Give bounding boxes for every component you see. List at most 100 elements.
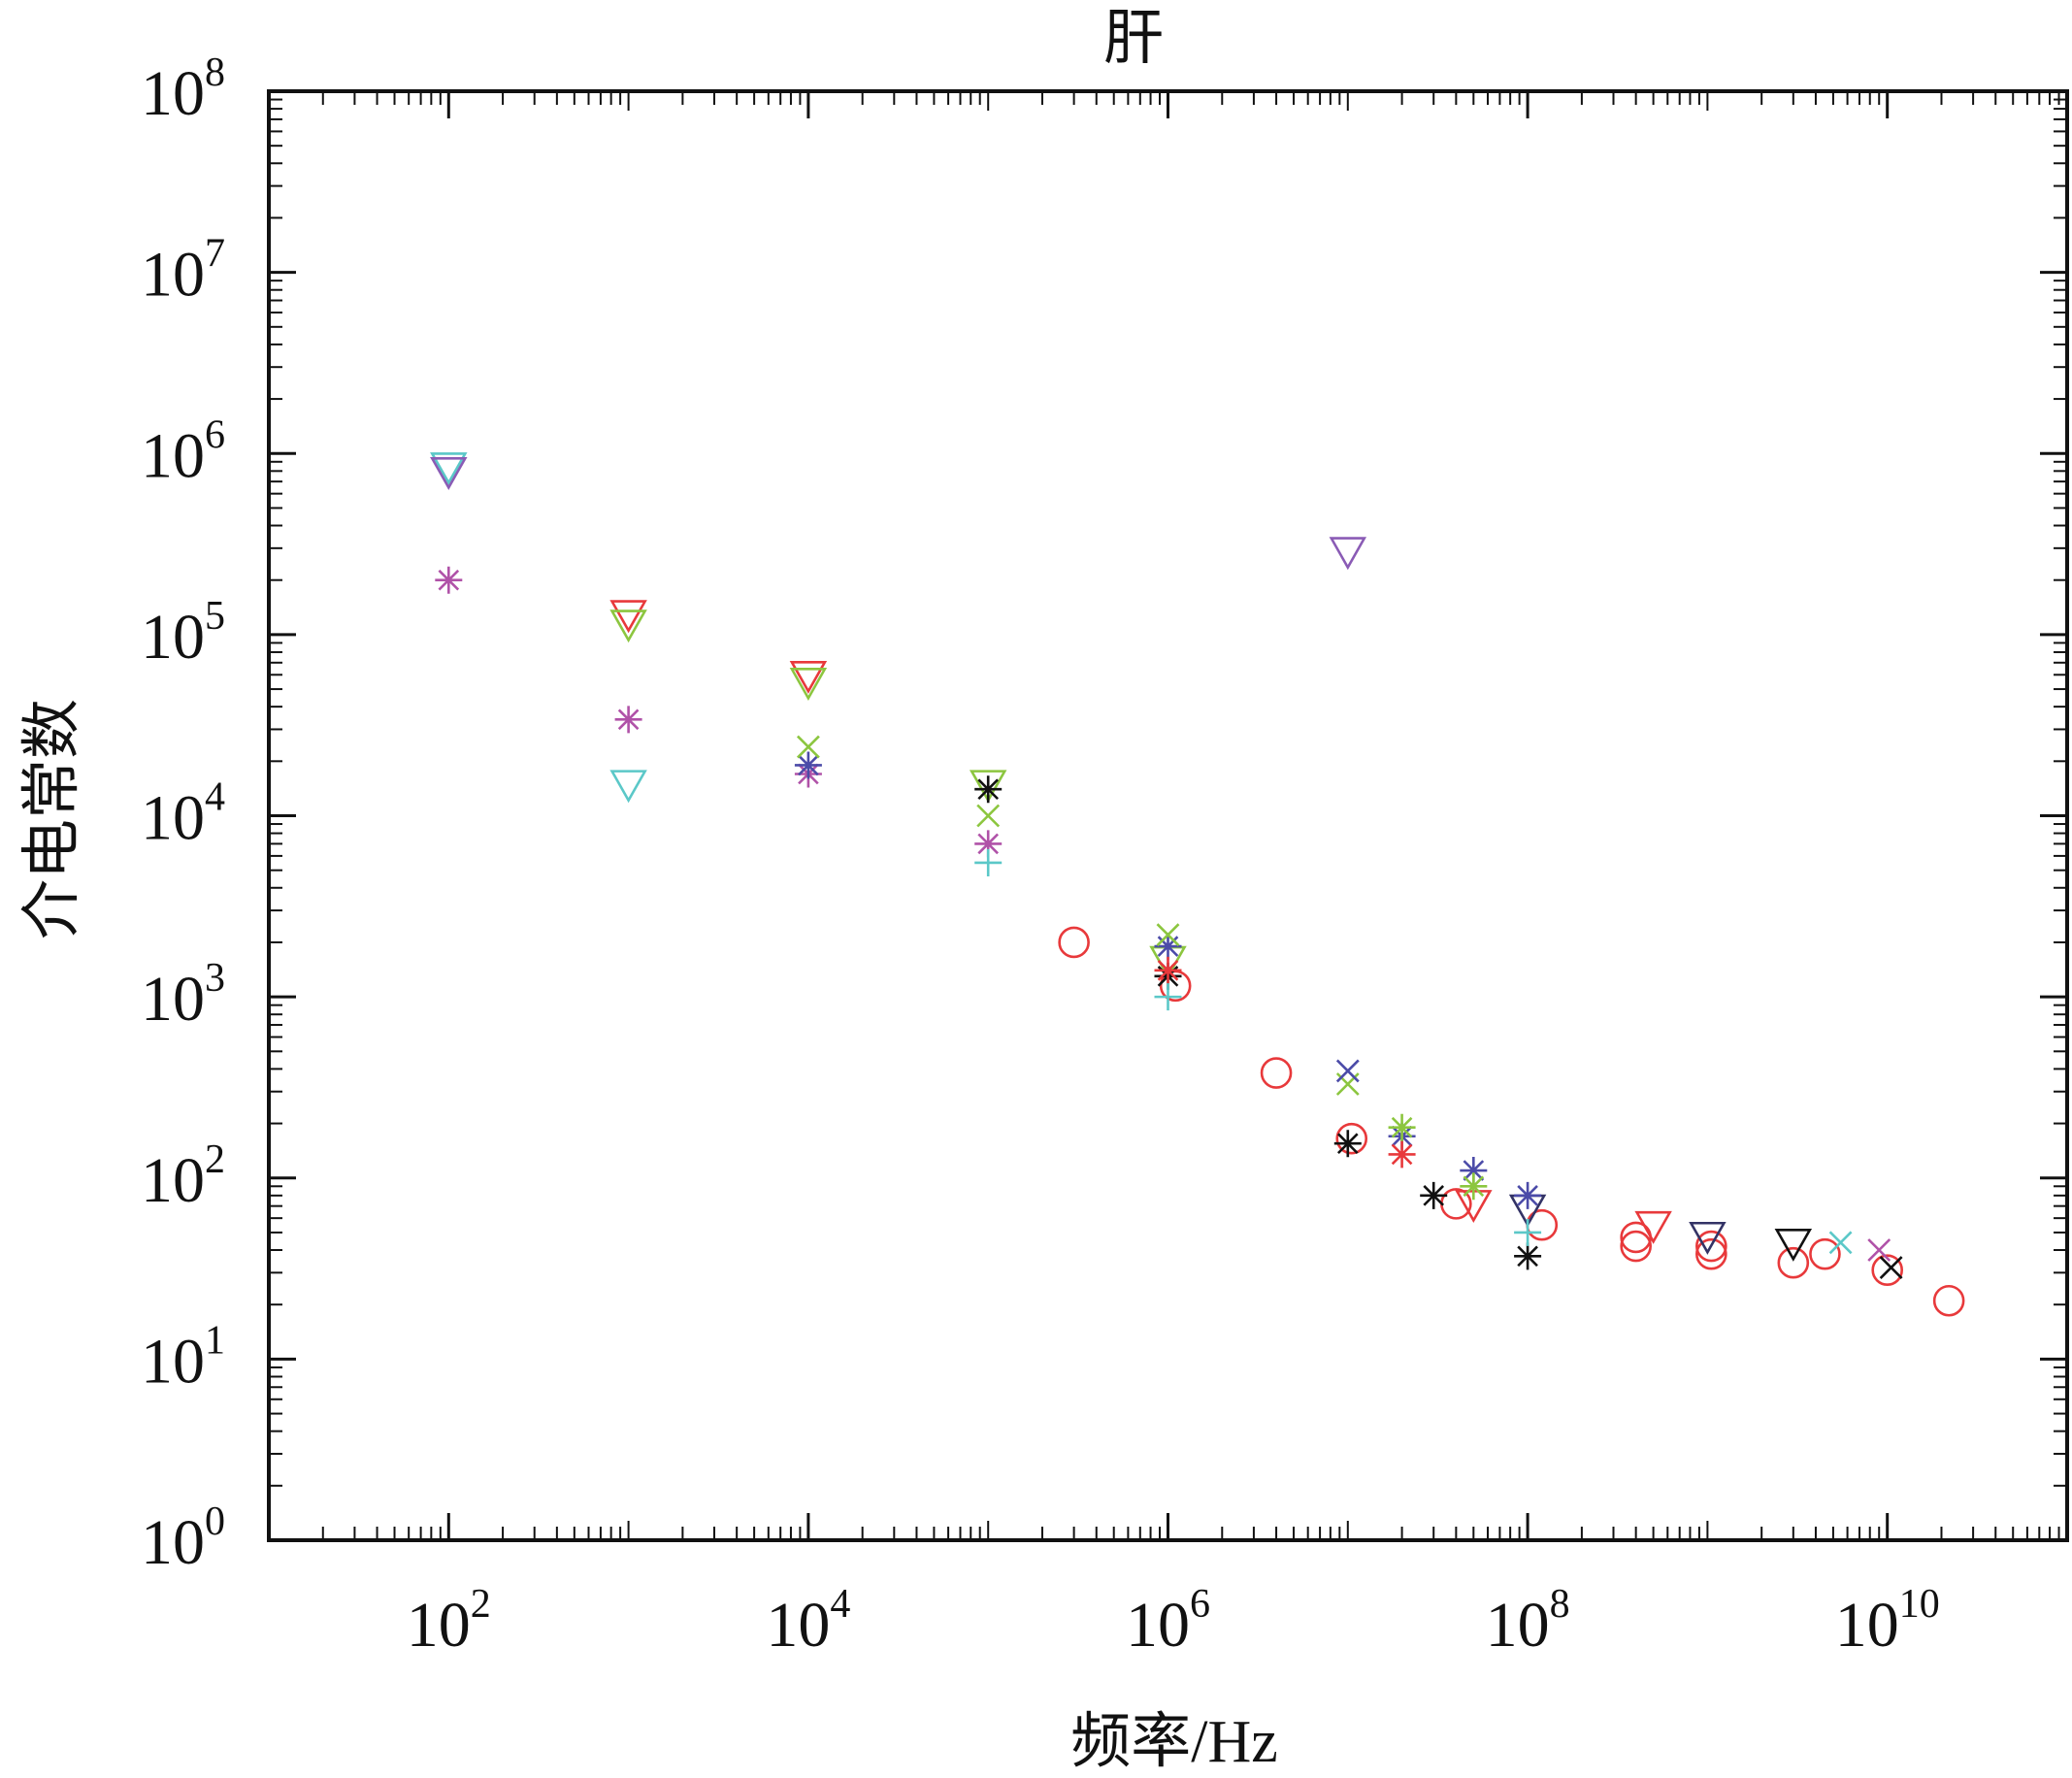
data-point-triangle bbox=[609, 770, 647, 804]
x-tick-label-exponent: 10 bbox=[1899, 1582, 1940, 1627]
x-tick-label-base: 10 bbox=[766, 1590, 830, 1661]
data-point-cross bbox=[1879, 1256, 1903, 1280]
data-point-cross bbox=[796, 735, 820, 759]
x-tick-label: 106 bbox=[1126, 1582, 1210, 1661]
y-axis-title: 介电常数 bbox=[19, 699, 85, 939]
data-point-circle bbox=[1777, 1246, 1810, 1279]
x-tick-label: 1010 bbox=[1835, 1582, 1940, 1661]
data-point-circle bbox=[1058, 926, 1090, 959]
data-point-asterisk bbox=[1333, 1130, 1362, 1158]
y-tick-label-base: 10 bbox=[141, 1507, 205, 1578]
data-points bbox=[430, 452, 1965, 1317]
data-point-triangle bbox=[609, 609, 647, 643]
y-tick-label: 106 bbox=[141, 412, 225, 491]
y-tick-label: 102 bbox=[141, 1137, 225, 1216]
y-tick-label-exponent: 4 bbox=[205, 775, 225, 820]
data-point-circle bbox=[1335, 1122, 1368, 1155]
data-point-asterisk bbox=[1460, 1172, 1488, 1201]
data-point-circle bbox=[1260, 1057, 1293, 1089]
y-tick-label-base: 10 bbox=[141, 1145, 205, 1216]
x-tick-label-base: 10 bbox=[1835, 1590, 1899, 1661]
y-tick-label-exponent: 6 bbox=[205, 412, 225, 457]
data-point-circle bbox=[1695, 1230, 1727, 1263]
y-tick-label-base: 10 bbox=[141, 602, 205, 673]
data-point-circle bbox=[1526, 1208, 1559, 1241]
data-point-cross bbox=[1335, 1072, 1360, 1096]
y-tick-label: 100 bbox=[141, 1499, 225, 1578]
y-tick-label: 108 bbox=[141, 50, 225, 129]
plot-frame bbox=[267, 89, 2069, 1542]
data-point-triangle bbox=[969, 770, 1007, 804]
data-point-triangle bbox=[430, 452, 468, 486]
x-tick-label-exponent: 6 bbox=[1190, 1582, 1210, 1627]
data-point-asterisk bbox=[974, 775, 1003, 804]
data-point-triangle bbox=[1689, 1221, 1727, 1255]
data-point-asterisk bbox=[1514, 1181, 1542, 1209]
x-axis-title: 频率/Hz bbox=[1070, 1709, 1278, 1775]
data-point-circle bbox=[1695, 1237, 1727, 1270]
x-tick-label-exponent: 8 bbox=[1550, 1582, 1570, 1627]
y-tick-label-base: 10 bbox=[141, 783, 205, 854]
y-tick-label-base: 10 bbox=[141, 240, 205, 311]
y-tick-label-base: 10 bbox=[141, 964, 205, 1035]
data-point-triangle bbox=[430, 457, 468, 490]
data-point-triangle bbox=[1774, 1228, 1813, 1262]
major-ticks bbox=[268, 89, 2068, 1542]
data-point-asterisk bbox=[1388, 1140, 1416, 1169]
y-tick-label: 107 bbox=[141, 232, 225, 311]
data-point-plus bbox=[974, 848, 1003, 876]
y-tick-label-exponent: 8 bbox=[205, 50, 225, 95]
data-point-asterisk bbox=[1154, 956, 1182, 984]
x-tick-label-exponent: 4 bbox=[830, 1582, 850, 1627]
minor-ticks bbox=[269, 91, 2067, 1540]
y-tick-label-base: 10 bbox=[141, 420, 205, 491]
y-tick-label-exponent: 0 bbox=[205, 1499, 225, 1544]
y-tick-label-exponent: 5 bbox=[205, 594, 225, 639]
data-point-triangle bbox=[1634, 1210, 1672, 1244]
data-point-asterisk bbox=[1388, 1113, 1416, 1141]
chart-title: 肝 bbox=[1103, 6, 1164, 72]
x-tick-label-base: 10 bbox=[407, 1590, 471, 1661]
x-tick-label: 108 bbox=[1486, 1582, 1570, 1661]
y-tick-label: 101 bbox=[141, 1318, 225, 1397]
y-tick-label-base: 10 bbox=[141, 58, 205, 129]
x-tick-labels: 102 104 106 108 1010 bbox=[407, 1582, 1940, 1661]
y-tick-label-base: 10 bbox=[141, 1326, 205, 1397]
data-point-circle bbox=[1809, 1237, 1841, 1270]
data-point-asterisk bbox=[1460, 1157, 1488, 1185]
data-point-circle bbox=[1932, 1284, 1965, 1317]
x-tick-label-exponent: 2 bbox=[471, 1582, 491, 1627]
y-tick-label-exponent: 2 bbox=[205, 1137, 225, 1182]
y-tick-label: 105 bbox=[141, 594, 225, 673]
x-tick-label-base: 10 bbox=[1486, 1590, 1550, 1661]
y-tick-label-exponent: 3 bbox=[205, 956, 225, 1001]
data-point-plus bbox=[1514, 1218, 1542, 1246]
data-point-asterisk bbox=[614, 706, 642, 734]
data-point-cross bbox=[1156, 923, 1180, 947]
x-tick-label-base: 10 bbox=[1126, 1590, 1190, 1661]
data-point-asterisk bbox=[1154, 933, 1182, 961]
data-point-asterisk bbox=[435, 566, 463, 594]
data-point-triangle bbox=[789, 668, 828, 701]
y-tick-label-exponent: 1 bbox=[205, 1318, 225, 1363]
data-point-triangle bbox=[789, 660, 828, 694]
data-point-cross bbox=[1867, 1238, 1891, 1262]
data-point-asterisk bbox=[794, 751, 822, 779]
data-point-asterisk bbox=[1420, 1181, 1448, 1209]
data-point-asterisk bbox=[1514, 1242, 1542, 1270]
data-point-cross bbox=[1335, 1059, 1360, 1083]
y-tick-label-exponent: 7 bbox=[205, 232, 225, 277]
data-point-circle bbox=[1871, 1254, 1903, 1286]
data-point-triangle bbox=[1329, 537, 1367, 571]
data-point-cross bbox=[976, 804, 1001, 828]
y-tick-label: 103 bbox=[141, 956, 225, 1035]
data-point-plus bbox=[1154, 983, 1182, 1011]
data-point-circle bbox=[1620, 1230, 1652, 1263]
x-tick-label: 102 bbox=[407, 1582, 491, 1661]
data-point-cross bbox=[1828, 1231, 1853, 1255]
data-point-triangle bbox=[609, 600, 647, 634]
y-tick-label: 104 bbox=[141, 775, 225, 854]
x-tick-label: 104 bbox=[766, 1582, 850, 1661]
